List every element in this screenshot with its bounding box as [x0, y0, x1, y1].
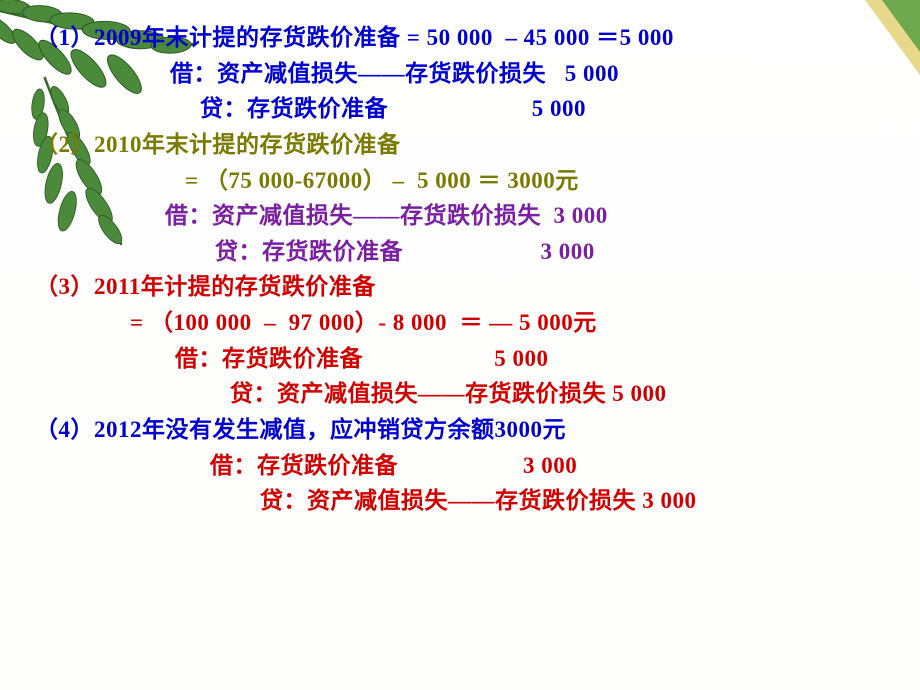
text-line: 借：资产减值损失——存货跌价损失 3 000 — [35, 198, 895, 234]
text-line: （1）2009年末计提的存货跌价准备 = 50 000 – 45 000 ＝5 … — [35, 20, 895, 56]
text-line: （2）2010年末计提的存货跌价准备 — [35, 127, 895, 163]
text-line: = （75 000-67000） – 5 000 ＝ 3000元 — [35, 163, 895, 199]
text-line: 贷：存货跌价准备 3 000 — [35, 234, 895, 270]
text-line: = （100 000 – 97 000）- 8 000 ＝ — 5 000元 — [35, 305, 895, 341]
text-line: 贷：资产减值损失——存货跌价损失 5 000 — [35, 376, 895, 412]
slide-content: （1）2009年末计提的存货跌价准备 = 50 000 – 45 000 ＝5 … — [35, 20, 895, 519]
text-line: （4）2012年没有发生减值，应冲销贷方余额3000元 — [35, 412, 895, 448]
text-line: （3）2011年计提的存货跌价准备 — [35, 269, 895, 305]
text-line: 借：资产减值损失——存货跌价损失 5 000 — [35, 56, 895, 92]
text-line: 借：存货跌价准备 5 000 — [35, 341, 895, 377]
slide: （1）2009年末计提的存货跌价准备 = 50 000 – 45 000 ＝5 … — [0, 0, 920, 690]
text-line: 贷：存货跌价准备 5 000 — [35, 91, 895, 127]
text-line: 借：存货跌价准备 3 000 — [35, 448, 895, 484]
text-line: 贷：资产减值损失——存货跌价损失 3 000 — [35, 483, 895, 519]
